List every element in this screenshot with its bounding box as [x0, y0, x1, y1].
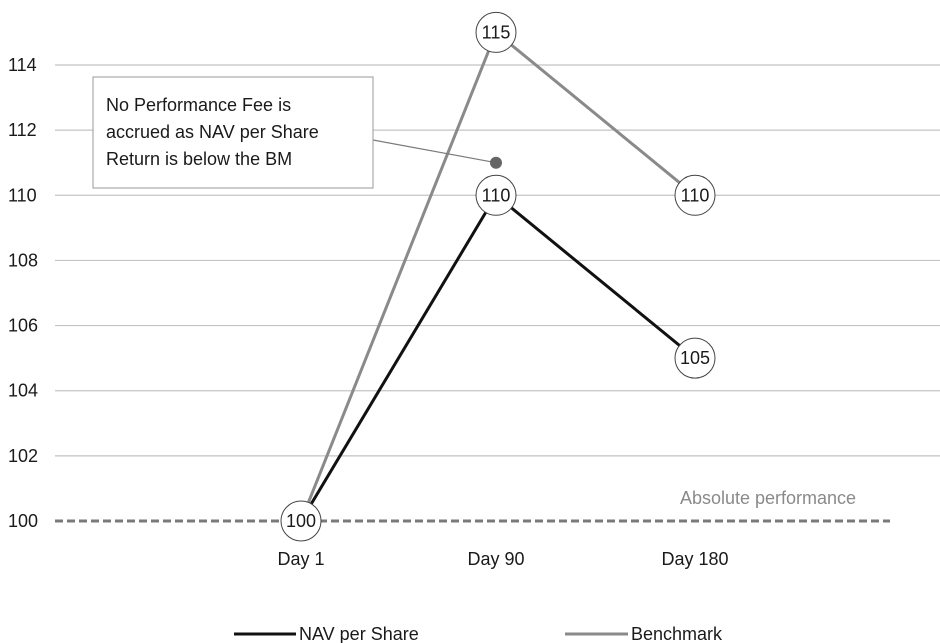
absolute-performance-label: Absolute performance — [680, 488, 856, 508]
data-label-benchmark: 110 — [681, 185, 710, 205]
data-label-nav-per-share: 100 — [286, 511, 316, 531]
x-axis-tick-labels: Day 1 Day 90 Day 180 — [277, 549, 728, 569]
x-tick-label: Day 90 — [467, 549, 524, 569]
y-tick-label: 112 — [8, 120, 37, 140]
y-tick-label: 100 — [8, 511, 38, 531]
annotation-text-line-2: accrued as NAV per Share — [106, 122, 319, 142]
legend-label-nav-per-share: NAV per Share — [299, 624, 419, 643]
annotation-pointer-dot — [490, 156, 502, 169]
y-tick-label: 104 — [8, 381, 38, 401]
annotation-box — [92, 76, 374, 189]
legend-label-benchmark: Benchmark — [631, 624, 723, 643]
y-tick-label: 108 — [8, 250, 38, 270]
data-label-nav-per-share-marker — [674, 337, 716, 379]
data-labels: 100 110 105 115 110 — [280, 11, 716, 542]
data-label-nav-per-share-marker — [280, 500, 322, 542]
y-tick-label: 102 — [8, 446, 38, 466]
absolute-performance-reference: Absolute performance — [55, 488, 890, 523]
legend: NAV per Share Benchmark — [234, 624, 723, 643]
data-label-benchmark-marker — [475, 11, 517, 53]
annotation-text-line-3: Return is below the BM — [106, 149, 292, 169]
y-tick-label: 110 — [8, 185, 37, 205]
data-label-benchmark-marker — [674, 174, 716, 216]
y-tick-label: 114 — [8, 55, 37, 75]
x-tick-label: Day 1 — [277, 549, 324, 569]
series-line-nav-per-share — [299, 193, 696, 522]
data-label-nav-per-share-marker — [475, 174, 517, 216]
annotation-pointer-line — [372, 139, 497, 164]
y-tick-label: 106 — [8, 316, 38, 336]
annotation-text-line-1: No Performance Fee is — [106, 95, 291, 115]
data-label-nav-per-share: 110 — [482, 185, 511, 205]
data-label-benchmark: 115 — [482, 22, 511, 42]
x-tick-label: Day 180 — [661, 549, 728, 569]
data-label-nav-per-share: 105 — [680, 348, 710, 368]
y-axis-tick-labels: 100 102 104 106 108 110 112 114 — [8, 55, 38, 531]
annotation: No Performance Fee is accrued as NAV per… — [92, 76, 502, 189]
